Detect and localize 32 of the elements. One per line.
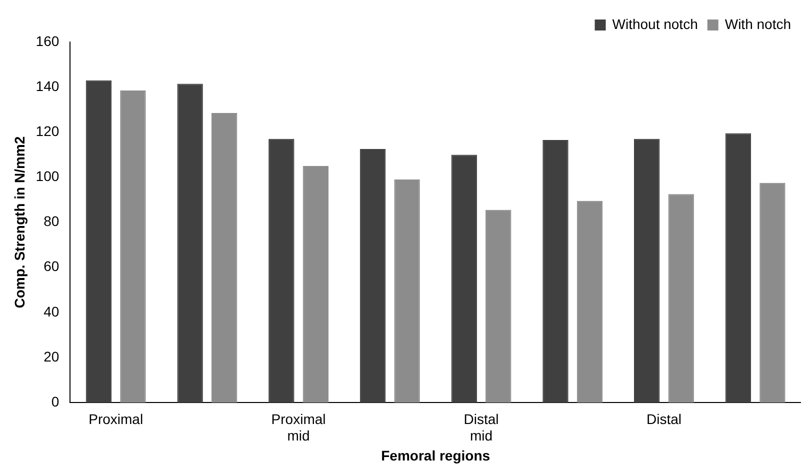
y-tick-label: 0 [51, 393, 60, 410]
bar [725, 133, 752, 403]
y-tick-label: 160 [36, 32, 60, 49]
y-axis-title: Comp. Strength in N/mm2 [11, 136, 28, 308]
y-tick-label: 140 [36, 78, 60, 94]
x-tick-label: Distal [646, 410, 682, 427]
bar [120, 90, 146, 403]
y-tick-label: 20 [44, 348, 60, 364]
bar [86, 80, 112, 403]
bar [760, 182, 786, 403]
legend-label: Without notch [612, 16, 698, 32]
legend-label: With notch [724, 16, 792, 32]
bar [634, 138, 660, 403]
bar [542, 140, 568, 403]
bar [486, 210, 512, 403]
bar [451, 154, 477, 403]
x-axis-title: Femoral regions [381, 447, 490, 464]
y-tick-label: 100 [36, 168, 60, 184]
bar [668, 194, 694, 403]
x-tick-label: Distal mid [464, 410, 499, 444]
y-tick-label: 60 [44, 258, 60, 274]
y-tick-label: 40 [44, 303, 60, 320]
bar [360, 149, 386, 403]
bar [576, 200, 603, 403]
y-tick-label: 120 [36, 123, 60, 140]
x-tick-label: Proximal [88, 410, 144, 427]
bar [394, 179, 420, 403]
bar [211, 112, 238, 403]
y-tick-label: 80 [44, 213, 60, 230]
bar [268, 138, 294, 403]
x-tick-label: Proximal mid [271, 410, 326, 444]
bar [177, 84, 203, 403]
